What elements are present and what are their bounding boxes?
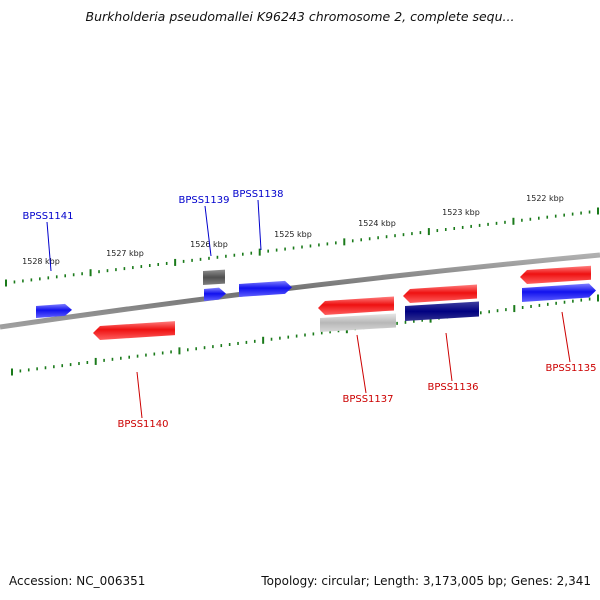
label-leader-line [356,334,367,394]
tick-labels: 1528 kbp 1527 kbp 1526 kbp 1525 kbp 1524 kbp… [22,194,564,266]
label-leader-line [46,221,52,272]
chromosome-backbone [0,252,600,330]
map-title: Burkholderia pseudomallei K96243 chromos… [85,9,515,24]
gene-label[interactable]: BPSS1139 [178,195,229,206]
tick-label: 1523 kbp [442,208,480,217]
gene-arrow[interactable] [520,265,591,284]
gene-label[interactable]: BPSS1136 [427,382,478,393]
label-leader-line [257,199,262,251]
gene-label[interactable]: BPSS1137 [342,394,393,405]
accession-text: Accession: NC_006351 [9,574,146,588]
gene-arrow[interactable] [403,284,477,303]
gene-arrow[interactable] [36,303,72,318]
summary-text: Topology: circular; Length: 3,173,005 bp… [261,574,591,588]
gene-arrow[interactable] [239,280,292,297]
gene-features [36,265,596,340]
gene-arrow[interactable] [405,301,479,321]
tick-label: 1528 kbp [22,257,60,266]
gene-label[interactable]: BPSS1135 [545,363,596,374]
label-leader-line [445,332,453,382]
gene-label[interactable]: BPSS1138 [232,189,283,200]
tick-label: 1527 kbp [106,249,144,258]
tick-label: 1522 kbp [526,194,564,203]
gene-arrow[interactable] [203,269,225,285]
label-leader-line [561,311,571,363]
gene-arrow[interactable] [318,296,394,315]
gene-arrow[interactable] [204,287,226,301]
tick-label: 1524 kbp [358,219,396,228]
gene-arrow[interactable] [522,283,596,302]
label-leader-line [204,205,212,257]
gene-arrow[interactable] [93,321,175,340]
gene-label[interactable]: BPSS1141 [22,211,73,222]
gene-label[interactable]: BPSS1140 [117,419,168,430]
tick-label: 1525 kbp [274,230,312,239]
label-leader-line [136,371,143,419]
tick-track-upper [5,207,599,287]
tick-label: 1526 kbp [190,240,228,249]
gene-arrow[interactable] [320,313,396,332]
